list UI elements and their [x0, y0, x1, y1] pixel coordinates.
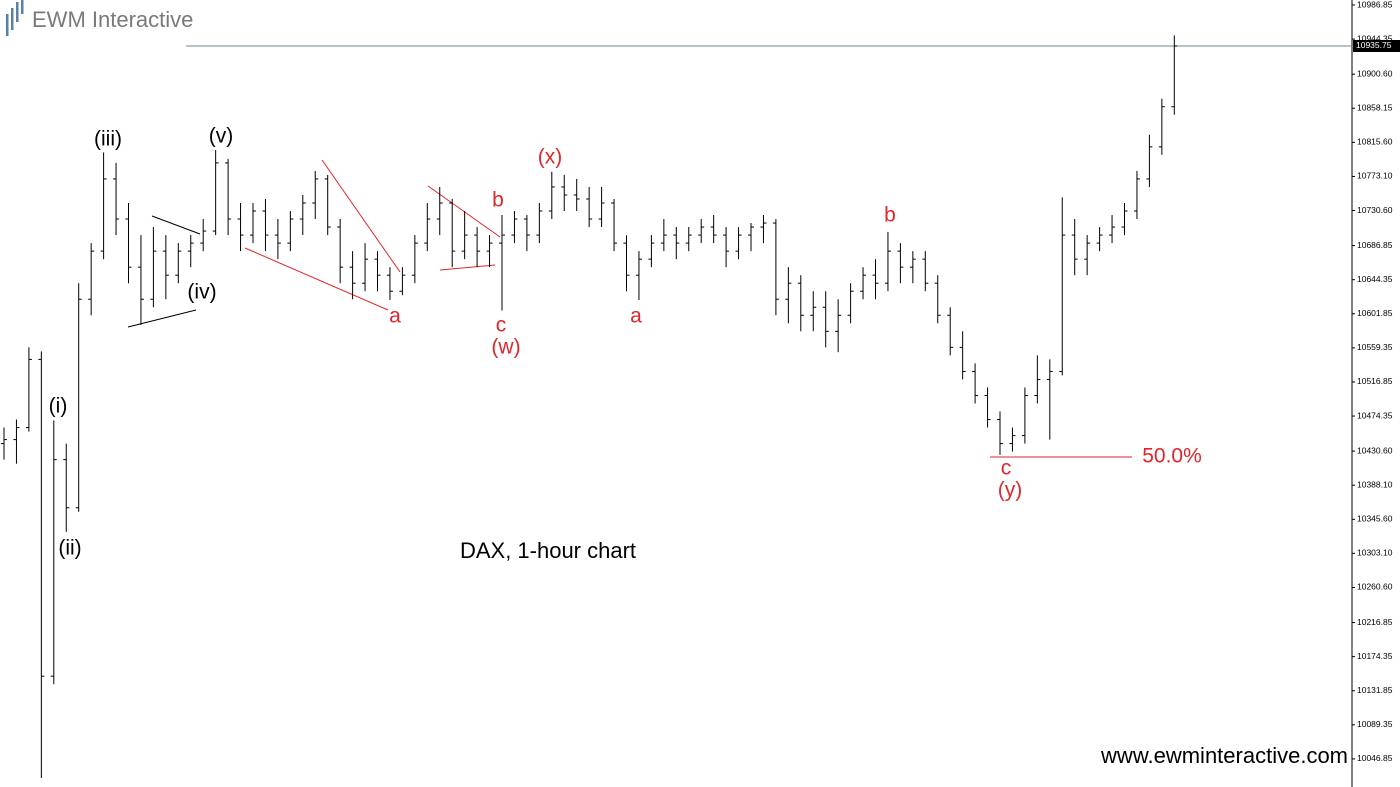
- logo-icon: [6, 0, 24, 36]
- wave-label: (y): [998, 479, 1023, 502]
- y-tick-label: 10303.10: [1357, 548, 1393, 558]
- watermark: www.ewminteractive.com: [1100, 743, 1348, 768]
- y-tick-label: 10430.60: [1357, 445, 1393, 455]
- y-tick-label: 10858.15: [1357, 102, 1393, 112]
- y-tick-label: 10260.60: [1357, 582, 1393, 592]
- last-price-label: 10935.75: [1356, 40, 1392, 50]
- y-tick-label: 10174.35: [1357, 651, 1393, 661]
- y-tick-label: 10601.85: [1357, 308, 1393, 318]
- y-tick-label: 10730.60: [1357, 205, 1393, 215]
- wave-label: a: [630, 305, 642, 328]
- wave-label: a: [389, 305, 401, 328]
- last-price-box: [1353, 39, 1400, 52]
- wave-label: b: [884, 204, 896, 227]
- y-tick-label: 10516.85: [1357, 376, 1393, 386]
- wave-label: c: [496, 314, 507, 337]
- wave-label: (iii): [94, 128, 122, 151]
- y-tick-label: 10474.35: [1357, 410, 1393, 420]
- y-tick-label: 10388.10: [1357, 479, 1393, 489]
- wave-label: b: [492, 189, 504, 212]
- y-tick-label: 10089.35: [1357, 719, 1393, 729]
- y-tick-label: 10644.35: [1357, 274, 1393, 284]
- y-tick-label: 10686.85: [1357, 240, 1393, 250]
- wave-label: c: [1001, 457, 1012, 480]
- trendlines-black: [127, 215, 201, 328]
- y-tick-label: 10944.35: [1357, 33, 1393, 43]
- wave-label: (x): [538, 146, 563, 169]
- wave-label: (iv): [187, 281, 216, 304]
- y-tick-label: 10131.85: [1357, 685, 1393, 695]
- wave-label: (v): [209, 125, 234, 148]
- wave-label: (i): [49, 395, 68, 418]
- chart-title: DAX, 1-hour chart: [460, 538, 636, 563]
- y-tick-label: 10345.60: [1357, 514, 1393, 524]
- y-tick-label: 10986.85: [1357, 0, 1393, 9]
- y-tick-label: 10815.60: [1357, 137, 1393, 147]
- y-tick-label: 10216.85: [1357, 617, 1393, 627]
- wave-label: (w): [491, 336, 520, 359]
- y-tick-label: 10900.60: [1357, 68, 1393, 78]
- wave-label: 50.0%: [1142, 445, 1202, 468]
- y-tick-label: 10773.10: [1357, 171, 1393, 181]
- wave-label: (ii): [58, 537, 81, 560]
- ohlc-bars: [1, 35, 1178, 779]
- y-tick-label: 10046.85: [1357, 753, 1393, 763]
- y-tick-label: 10559.35: [1357, 342, 1393, 352]
- logo: EWM Interactive: [32, 7, 193, 32]
